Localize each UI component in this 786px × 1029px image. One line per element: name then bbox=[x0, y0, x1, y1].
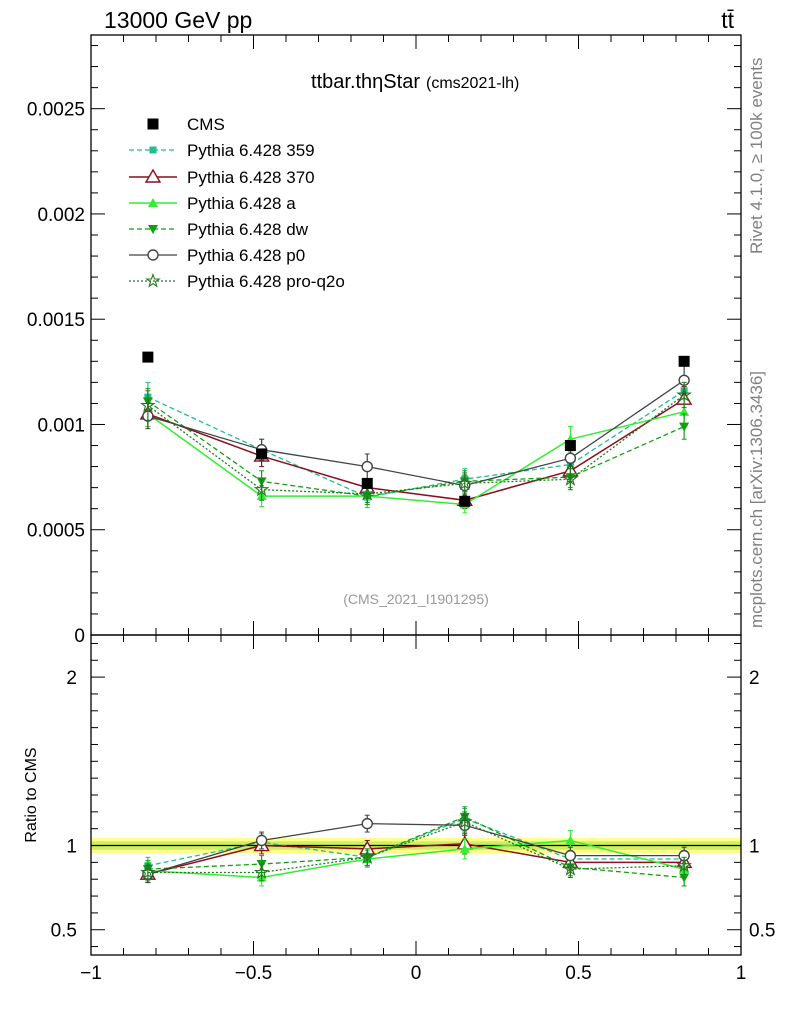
main-series-pdw bbox=[142, 388, 690, 505]
x-tick-label: −1 bbox=[80, 963, 102, 984]
chart-title: ttbar.thηStar bbox=[311, 71, 420, 93]
side-label-bottom: mcplots.cern.ch [arXiv:1306.3436] bbox=[747, 371, 766, 628]
ratio-point-pp0 bbox=[255, 834, 268, 847]
ratio-point-pq2o bbox=[562, 860, 579, 876]
y-tick-label: 0.0025 bbox=[27, 100, 85, 121]
main-point-pp0 bbox=[564, 452, 577, 464]
ratio-line-pp0 bbox=[147, 822, 685, 875]
chart-subtitle: (cms2021-lh) bbox=[426, 75, 519, 92]
main-point-cms bbox=[256, 448, 268, 460]
legend-marker-pdw bbox=[148, 225, 158, 234]
legend-label-cms: CMS bbox=[187, 115, 225, 134]
main-point-pdw bbox=[679, 422, 690, 432]
main-point-pq2o bbox=[359, 485, 375, 501]
main-point-cms bbox=[459, 495, 471, 507]
legend-marker-p370 bbox=[144, 168, 162, 183]
main-point-cms bbox=[142, 351, 154, 363]
legend-label-a: Pythia 6.428 a bbox=[187, 194, 296, 213]
main-point-cms bbox=[564, 440, 576, 452]
main-line-p370 bbox=[147, 398, 685, 502]
main-point-pq2o bbox=[253, 481, 270, 497]
y-tick-label: 0 bbox=[74, 626, 85, 647]
legend-label-359: Pythia 6.428 359 bbox=[187, 141, 315, 160]
ratio-point-pa bbox=[565, 835, 576, 845]
legend-label-q2o: Pythia 6.428 pro-q2o bbox=[187, 272, 345, 291]
ratio-line-pdw bbox=[147, 816, 685, 879]
main-point-pq2o bbox=[562, 471, 579, 486]
main-point-pq2o bbox=[140, 397, 156, 413]
ratio-plot-frame bbox=[90, 634, 742, 956]
legend-marker-pp0 bbox=[147, 249, 159, 261]
main-point-cms bbox=[678, 355, 690, 367]
ratio-line-p370 bbox=[147, 843, 685, 875]
ratio-point-pq2o bbox=[140, 864, 156, 880]
legend-marker-cms bbox=[147, 118, 159, 130]
ratio-point-pq2o bbox=[676, 857, 692, 873]
ratio-line-pq2o bbox=[147, 821, 685, 874]
y-tick-label: 0.0005 bbox=[27, 521, 85, 542]
x-tick-label: 0.5 bbox=[565, 963, 591, 984]
ratio-y-label: Ratio to CMS bbox=[23, 747, 40, 842]
y-tick-label: 0.001 bbox=[37, 415, 85, 436]
side-label-top: Rivet 4.1.0, ≥ 100k events bbox=[747, 58, 766, 254]
main-line-pq2o bbox=[147, 394, 685, 495]
ratio-point-pq2o bbox=[253, 864, 270, 880]
ratio-point-pq2o bbox=[457, 813, 473, 829]
legend-label-dw: Pythia 6.428 dw bbox=[187, 220, 309, 239]
main-line-pp0 bbox=[147, 379, 685, 487]
watermark: (CMS_2021_I1901295) bbox=[343, 591, 489, 607]
main-point-pq2o bbox=[676, 386, 692, 402]
legend-label-p0: Pythia 6.428 p0 bbox=[187, 246, 305, 265]
y-tick-label: 0.002 bbox=[37, 205, 85, 226]
legend: CMS Pythia 6.428 359 Pythia 6.428 370 Py… bbox=[129, 115, 345, 291]
header-left: 13000 GeV pp bbox=[104, 7, 252, 33]
ratio-point-pq2o bbox=[359, 849, 375, 864]
main-point-pp0 bbox=[361, 460, 373, 473]
main-point-cms bbox=[361, 477, 373, 489]
legend-marker-pa bbox=[148, 198, 158, 207]
y-tick-label: 0.0015 bbox=[27, 310, 85, 331]
ratio-y-tick-label: 0.5 bbox=[51, 921, 77, 942]
legend-label-370: Pythia 6.428 370 bbox=[187, 168, 315, 187]
main-line-pa bbox=[147, 411, 685, 506]
x-tick-label: 0 bbox=[411, 963, 422, 984]
ratio-series-pq2o bbox=[140, 811, 692, 882]
legend-marker-pq2o bbox=[145, 272, 161, 288]
legend-marker-p359 bbox=[149, 146, 157, 154]
main-series-p370 bbox=[139, 386, 693, 510]
ratio-y-tick-label: 1 bbox=[66, 837, 77, 858]
main-line-pdw bbox=[147, 400, 685, 497]
main-series-cms bbox=[142, 351, 690, 507]
main-series-pa bbox=[142, 398, 690, 514]
ratio-point-pp0 bbox=[564, 849, 577, 862]
ratio-point-pdw bbox=[679, 873, 690, 883]
header-right: tt̄ bbox=[721, 7, 734, 33]
ratio-point-pp0 bbox=[361, 817, 373, 830]
ratio-line-pa bbox=[147, 839, 685, 879]
ratio-y-tick-label-right: 0.5 bbox=[749, 921, 775, 942]
ratio-y-tick-label: 2 bbox=[66, 668, 77, 689]
ratio-y-tick-label-right: 1 bbox=[749, 837, 760, 858]
x-tick-label: 1 bbox=[736, 963, 747, 984]
ratio-y-tick-label-right: 2 bbox=[749, 668, 760, 689]
ratio-point-pa bbox=[459, 843, 470, 853]
main-point-pq2o bbox=[457, 475, 473, 491]
x-tick-label: −0.5 bbox=[235, 963, 273, 984]
